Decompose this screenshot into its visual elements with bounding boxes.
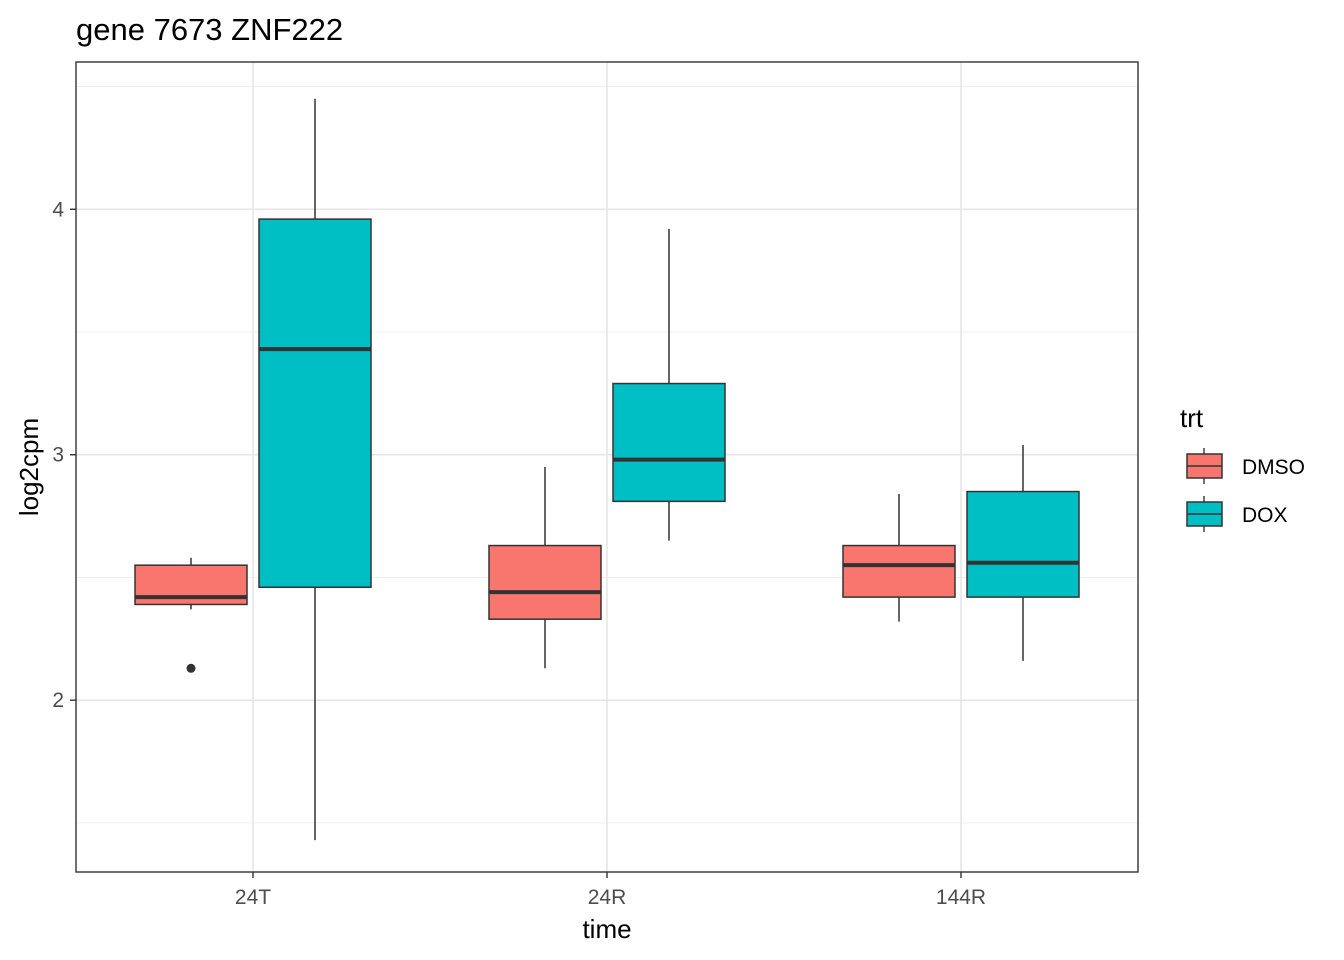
box-dox-144r: [966, 444, 1080, 661]
legend-label: DOX: [1242, 504, 1288, 527]
legend-item-dox: DOX: [1186, 496, 1288, 532]
outlier-point: [186, 663, 196, 673]
axes: 2 3 4 24T 24R 144R: [52, 198, 986, 909]
box-body: [842, 544, 956, 598]
y-tick-label: 3: [52, 444, 64, 467]
x-tick-label: 144R: [936, 886, 986, 909]
box-body: [966, 490, 1080, 598]
chart-title: gene 7673 ZNF222: [76, 12, 343, 47]
box-dmso-144r: [842, 494, 956, 622]
box-body: [488, 544, 602, 620]
box-body: [258, 218, 372, 589]
y-axis-title: log2cpm: [14, 418, 44, 516]
x-axis-title: time: [582, 914, 631, 944]
x-tick-label: 24R: [588, 886, 627, 909]
grid: [76, 62, 1138, 872]
x-tick-label: 24T: [235, 886, 271, 909]
y-tick-label: 4: [52, 198, 64, 221]
box-dox-24t: [258, 98, 372, 841]
box-dmso-24r: [488, 467, 602, 669]
legend-label: DMSO: [1242, 456, 1305, 479]
boxes: [134, 98, 1080, 841]
y-tick-label: 2: [52, 689, 64, 712]
legend-title: trt: [1180, 403, 1204, 433]
box-body: [612, 382, 726, 503]
box-dmso-24t: [134, 557, 248, 673]
legend-item-dmso: DMSO: [1186, 448, 1305, 484]
box-dox-24r: [612, 228, 726, 541]
legend: trt DMSO DOX: [1180, 403, 1305, 532]
